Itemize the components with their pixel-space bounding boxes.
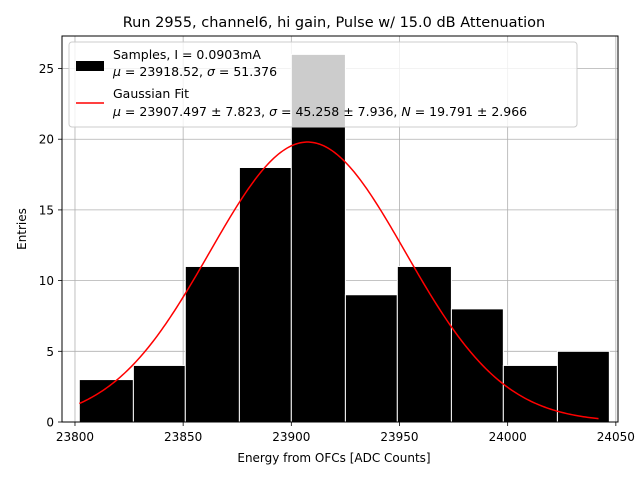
y-axis-ticks: 0 5 10 15 20 25 — [39, 62, 62, 430]
y-tick-label: 5 — [46, 345, 54, 359]
legend-samples-stats: μ = 23918.52, σ = 51.376 — [112, 64, 277, 79]
histogram-bar — [450, 308, 504, 423]
x-axis-label: Energy from OFCs [ADC Counts] — [237, 451, 430, 465]
legend-samples-label: Samples, I = 0.0903mA — [113, 47, 261, 62]
legend-frame — [68, 41, 578, 128]
y-axis-label: Entries — [15, 208, 29, 250]
histogram-bar — [344, 294, 398, 423]
gaussian-fit-layer — [79, 141, 599, 420]
y-tick-label: 15 — [39, 203, 54, 217]
x-tick-label: 24050 — [597, 430, 635, 444]
histogram-bar — [396, 265, 452, 423]
x-tick-label: 24000 — [489, 430, 527, 444]
legend-fit-stats: μ = 23907.497 ± 7.823, σ = 45.258 ± 7.93… — [112, 104, 527, 119]
x-tick-label: 23900 — [272, 430, 310, 444]
x-tick-label: 23850 — [164, 430, 202, 444]
histogram-bar — [132, 364, 186, 423]
legend-fit-label: Gaussian Fit — [113, 86, 189, 101]
histogram-bar — [238, 166, 292, 423]
y-tick-label: 25 — [39, 62, 54, 76]
chart-title: Run 2955, channel6, hi gain, Pulse w/ 15… — [123, 15, 546, 31]
y-tick-label: 10 — [39, 274, 54, 288]
histogram-bar — [184, 265, 240, 423]
x-tick-label: 23950 — [380, 430, 418, 444]
legend-samples-swatch — [76, 61, 104, 71]
x-axis-ticks: 23800 23850 23900 23950 24000 24050 — [56, 422, 635, 444]
legend: Samples, I = 0.0903mA μ = 23918.52, σ = … — [68, 41, 578, 128]
histogram-bar — [502, 364, 558, 423]
histogram-bar — [556, 350, 610, 423]
x-tick-label: 23800 — [56, 430, 94, 444]
gaussian-fit-curve — [79, 141, 599, 420]
y-tick-label: 20 — [39, 133, 54, 147]
plot-frame — [61, 35, 619, 423]
y-tick-label: 0 — [46, 416, 54, 430]
histogram-bar — [78, 379, 134, 423]
